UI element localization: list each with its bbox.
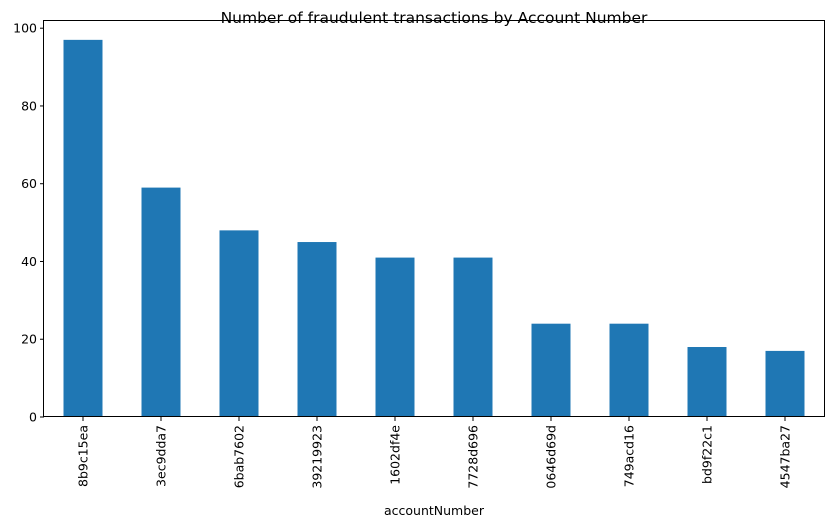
x-tick-label: 8b9c15ea — [76, 425, 91, 487]
x-tick-label: 7728d696 — [466, 425, 481, 489]
x-tick-label: 749acd16 — [622, 425, 637, 487]
bar-7728d696 — [453, 257, 493, 417]
bar-749acd16 — [609, 323, 649, 417]
bar-39219923 — [297, 242, 337, 417]
x-axis: 8b9c15ea 3ec9dda7 6bab7602 39219923 1602df4e… — [76, 417, 793, 489]
y-tick-label: 100 — [13, 21, 37, 36]
chart-title: Number of fraudulent transactions by Acc… — [221, 9, 648, 27]
x-tick-label: 39219923 — [310, 425, 325, 489]
y-axis: 0 20 40 60 80 100 — [13, 21, 44, 425]
y-tick-label: 0 — [29, 410, 37, 425]
x-tick-label: bd9f22c1 — [700, 425, 715, 484]
bar-6bab7602 — [219, 230, 259, 417]
y-tick-label: 20 — [21, 332, 37, 347]
x-tick-label: 0646d69d — [544, 425, 559, 489]
bar-8b9c15ea — [63, 39, 103, 418]
bar-bd9f22c1 — [687, 347, 727, 417]
bar-3ec9dda7 — [141, 187, 181, 417]
x-axis-label: accountNumber — [384, 503, 485, 518]
y-tick-label: 60 — [21, 176, 37, 191]
plot-frame — [43, 20, 825, 417]
y-tick-label: 40 — [21, 254, 37, 269]
bars — [63, 39, 805, 418]
x-tick-label: 3ec9dda7 — [154, 425, 169, 487]
bar-0646d69d — [531, 323, 571, 417]
x-tick-label: 6bab7602 — [232, 425, 247, 488]
bar-4547ba27 — [765, 350, 805, 417]
y-tick-label: 80 — [21, 98, 37, 113]
x-tick-label: 1602df4e — [388, 425, 403, 485]
x-tick-label: 4547ba27 — [778, 425, 793, 488]
bar-1602df4e — [375, 257, 415, 417]
